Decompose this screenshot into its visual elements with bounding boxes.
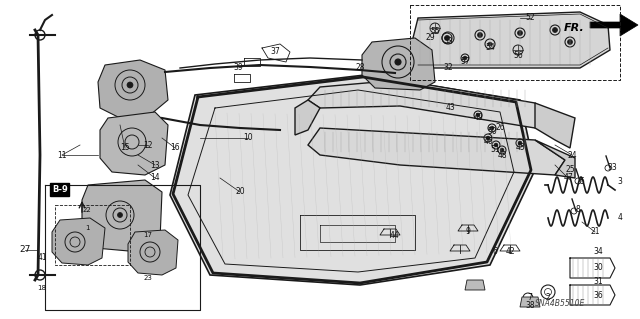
Text: 48: 48	[497, 151, 507, 160]
Text: 32: 32	[443, 63, 453, 72]
Text: 15: 15	[120, 144, 130, 152]
Text: 41: 41	[37, 254, 47, 263]
Circle shape	[486, 136, 490, 140]
Text: 57: 57	[460, 57, 470, 66]
Text: FR.: FR.	[564, 23, 585, 33]
Text: 5: 5	[580, 177, 584, 187]
Text: 11: 11	[57, 151, 67, 160]
Circle shape	[446, 36, 450, 40]
Polygon shape	[295, 100, 320, 135]
Circle shape	[552, 27, 557, 33]
Polygon shape	[412, 12, 610, 68]
Circle shape	[568, 40, 573, 44]
Polygon shape	[535, 140, 575, 178]
Text: 55: 55	[430, 27, 440, 36]
Text: 6: 6	[493, 248, 497, 256]
Polygon shape	[98, 60, 168, 118]
Text: 18: 18	[38, 285, 47, 291]
Text: 49: 49	[473, 114, 483, 122]
Text: 8: 8	[575, 205, 580, 214]
Text: 45: 45	[515, 144, 525, 152]
Polygon shape	[308, 128, 565, 175]
Circle shape	[494, 143, 498, 147]
Text: 12: 12	[143, 140, 153, 150]
Text: 20: 20	[235, 188, 245, 197]
Text: 2: 2	[546, 293, 550, 302]
Text: 42: 42	[505, 248, 515, 256]
Text: 7: 7	[527, 293, 532, 302]
Text: 33: 33	[607, 164, 617, 173]
Text: 27: 27	[19, 246, 31, 255]
Text: 46: 46	[483, 137, 493, 146]
Circle shape	[488, 42, 492, 46]
Text: 4: 4	[618, 213, 623, 222]
Text: 44: 44	[390, 231, 400, 240]
Text: 21: 21	[590, 227, 600, 236]
Text: 50: 50	[487, 128, 497, 137]
Text: 26: 26	[495, 123, 505, 132]
Circle shape	[395, 59, 401, 65]
Polygon shape	[465, 280, 485, 290]
Text: 38: 38	[525, 300, 535, 309]
Text: 23: 23	[143, 275, 152, 281]
Text: 13: 13	[150, 160, 160, 169]
Circle shape	[518, 141, 522, 145]
Circle shape	[518, 31, 522, 35]
Polygon shape	[590, 14, 638, 36]
Text: 36: 36	[593, 291, 603, 300]
Text: 31: 31	[593, 278, 603, 286]
Polygon shape	[520, 297, 540, 307]
Polygon shape	[362, 38, 435, 90]
Text: 54: 54	[485, 43, 495, 53]
Polygon shape	[100, 112, 168, 175]
Text: 56: 56	[513, 50, 523, 60]
Circle shape	[477, 33, 483, 38]
Text: SNA4B5510E: SNA4B5510E	[535, 299, 586, 308]
Polygon shape	[82, 180, 162, 252]
Text: 47: 47	[563, 174, 573, 182]
Polygon shape	[52, 218, 105, 265]
Circle shape	[118, 212, 122, 218]
Polygon shape	[308, 80, 555, 128]
Circle shape	[476, 113, 480, 117]
Circle shape	[445, 35, 449, 41]
Text: 14: 14	[150, 174, 160, 182]
Circle shape	[500, 148, 504, 152]
Text: 34: 34	[593, 248, 603, 256]
Text: 43: 43	[445, 103, 455, 113]
Polygon shape	[170, 75, 535, 285]
Text: 16: 16	[170, 144, 180, 152]
Text: 30: 30	[593, 263, 603, 272]
Text: 53: 53	[443, 38, 453, 47]
Text: 37: 37	[270, 48, 280, 56]
Text: 39: 39	[233, 63, 243, 72]
Text: 25: 25	[565, 166, 575, 174]
Text: 29: 29	[425, 33, 435, 42]
Text: 3: 3	[618, 177, 623, 187]
Circle shape	[490, 126, 494, 130]
Text: 22: 22	[83, 207, 92, 213]
Text: 9: 9	[465, 227, 470, 236]
Text: 28: 28	[355, 63, 365, 72]
Text: 52: 52	[525, 13, 535, 23]
Polygon shape	[535, 103, 575, 148]
Circle shape	[463, 56, 467, 60]
Polygon shape	[128, 230, 178, 275]
Text: 10: 10	[243, 133, 253, 143]
Text: 1: 1	[84, 225, 89, 231]
Circle shape	[127, 82, 133, 88]
Text: B-9: B-9	[52, 185, 68, 194]
Text: 24: 24	[567, 151, 577, 160]
Text: 51: 51	[490, 145, 500, 154]
Text: 17: 17	[143, 232, 152, 238]
